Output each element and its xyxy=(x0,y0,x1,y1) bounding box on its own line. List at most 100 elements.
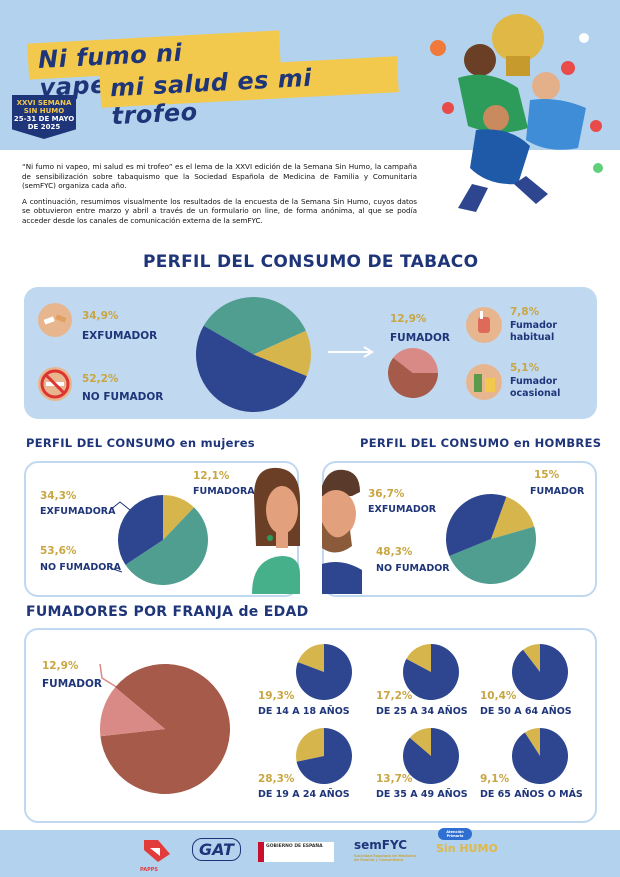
logo-sinhumo-tag: Atención Primaria xyxy=(438,828,472,840)
label-exfumadora: EXFUMADORA xyxy=(40,506,116,517)
intro-text: “Ni fumo ni vapeo, mi salud es mi trofeo… xyxy=(22,162,417,232)
logo-gobierno: GOBIERNO DE ESPAÑA xyxy=(258,842,334,862)
pie-fumador-tipo-slice-habitual xyxy=(388,357,438,398)
pie-age-4-slice-resto xyxy=(512,644,568,700)
pie-age-2-slice-fumador xyxy=(406,644,431,672)
pie-age-2-slice-resto xyxy=(403,644,459,700)
pct-age-4: 10,4% xyxy=(480,690,517,702)
pct-exfumadora: 34,3% xyxy=(40,490,77,502)
pie-age-5-slice-resto xyxy=(512,728,568,784)
label-fumadora: FUMADORA xyxy=(193,486,255,497)
pct-fumadora: 12,1% xyxy=(193,470,230,482)
pie-edad-total xyxy=(100,664,230,794)
pie-hombres-slice-exfumador xyxy=(446,494,507,556)
pct-fumador-habitual: 7,8% xyxy=(510,306,540,318)
pie-age-3 xyxy=(403,728,459,784)
drinks-icon xyxy=(466,364,502,400)
pct-age-0: 19,3% xyxy=(258,690,295,702)
arrow-icon xyxy=(328,346,374,358)
pie-edad-total-slice-fumador xyxy=(100,687,165,737)
pct-exfumador-h: 36,7% xyxy=(368,488,405,500)
label-exfumador: EXFUMADOR xyxy=(82,330,158,342)
label-fumador-ocasional: Fumador ocasional xyxy=(510,376,560,400)
pie-mujeres-slice-no-fumadora xyxy=(125,507,208,585)
leader-line-edad xyxy=(99,663,119,689)
label-fumador-habitual-line2: habitual xyxy=(510,332,555,343)
pie-general-slice-no-fumador xyxy=(195,325,307,413)
logo-papps-text: PAPPS xyxy=(140,867,159,873)
pie-age-3-slice-resto xyxy=(403,728,459,784)
section-title-hombres: PERFIL DEL CONSUMO en HOMBRES xyxy=(360,436,602,450)
pie-age-2 xyxy=(403,644,459,700)
label-age-4: DE 50 A 64 AÑOS xyxy=(480,706,572,717)
pie-mujeres xyxy=(117,495,208,585)
pie-age-3-slice-fumador xyxy=(409,728,431,756)
pie-hombres-slice-fumador xyxy=(491,496,535,539)
pct-age-5: 9,1% xyxy=(480,773,510,785)
pie-age-0 xyxy=(296,644,352,700)
label-fumador-habitual-line1: Fumador xyxy=(510,320,558,331)
no-smoking-icon xyxy=(38,367,72,401)
logo-semfyc-sub: Sociedad Española de Medicina de Familia… xyxy=(354,854,416,862)
section-title-mujeres: PERFIL DEL CONSUMO en mujeres xyxy=(26,436,255,450)
pct-exfumador: 34,9% xyxy=(82,310,119,322)
pie-general-slice-fumador xyxy=(253,330,311,377)
pct-age-1: 28,3% xyxy=(258,773,295,785)
section-title-edad: FUMADORES POR FRANJA de EDAD xyxy=(26,604,309,620)
pie-age-5 xyxy=(512,728,568,784)
footer: PAPPS GAT GOBIERNO DE ESPAÑA semFYC Soci… xyxy=(0,828,620,877)
pie-edad-total-slice-resto xyxy=(100,664,230,794)
pie-mujeres-slice-exfumadora xyxy=(117,495,163,565)
event-badge: XXVI SEMANA SIN HUMO 25-31 DE MAYO DE 20… xyxy=(12,95,76,139)
pie-fumador-tipo xyxy=(388,348,438,398)
pie-hombres-slice-no-fumador xyxy=(449,526,536,584)
label-age-2: DE 25 A 34 AÑOS xyxy=(376,706,468,717)
pct-no-fumadora: 53,6% xyxy=(40,545,77,557)
label-no-fumador: NO FUMADOR xyxy=(82,391,164,403)
label-fumador-ocasional-line2: ocasional xyxy=(510,388,561,399)
pie-age-0-slice-resto xyxy=(296,644,352,700)
badge-line4: DE 2025 xyxy=(27,123,61,131)
broken-cigarette-icon xyxy=(38,303,72,337)
label-fumador-habitual: Fumador habitual xyxy=(510,320,557,344)
label-age-1: DE 19 A 24 AÑOS xyxy=(258,789,350,800)
label-fumador-h: FUMADOR xyxy=(530,486,585,497)
section-title-tabaco: PERFIL DEL CONSUMO DE TABACO xyxy=(143,252,479,272)
badge-line3: 25-31 DE MAYO xyxy=(13,115,75,123)
woman-illustration xyxy=(252,467,300,594)
pct-fumador-ocasional: 5,1% xyxy=(510,362,540,374)
pie-fumador-tipo-slice-ocasional xyxy=(393,348,438,373)
label-exfumador-h: EXFUMADOR xyxy=(368,504,437,515)
label-fumador-ocasional-line1: Fumador xyxy=(510,376,558,387)
label-age-5: DE 65 AÑOS O MÁS xyxy=(480,789,583,800)
logo-papps: PAPPS xyxy=(140,836,174,873)
man-illustration xyxy=(322,469,362,594)
pie-hombres xyxy=(446,494,536,584)
label-fumador: FUMADOR xyxy=(390,332,451,344)
pie-age-1 xyxy=(296,728,352,784)
pie-age-1-slice-resto xyxy=(296,728,352,784)
label-fumador-edad: FUMADOR xyxy=(42,678,103,690)
pct-fumador: 12,9% xyxy=(390,313,427,325)
pct-no-fumador-h: 48,3% xyxy=(376,546,413,558)
pct-age-3: 13,7% xyxy=(376,773,413,785)
badge-line2: SIN HUMO xyxy=(23,107,65,115)
pie-age-0-slice-fumador xyxy=(297,644,324,672)
logo-sinhumo: Sin HUMO xyxy=(436,842,498,855)
hand-cigarette-icon xyxy=(466,307,502,343)
pct-age-2: 17,2% xyxy=(376,690,413,702)
pie-general-slice-exfumador xyxy=(203,297,306,355)
athletes-illustration xyxy=(430,14,603,212)
pct-fumador-h: 15% xyxy=(534,469,560,481)
badge-line1: XXVI SEMANA xyxy=(16,99,72,107)
pct-fumador-edad: 12,9% xyxy=(42,660,79,672)
intro-paragraph-2: A continuación, resumimos visualmente lo… xyxy=(22,196,417,225)
pct-no-fumador: 52,2% xyxy=(82,373,119,385)
pie-age-4 xyxy=(512,644,568,700)
label-no-fumador-h: NO FUMADOR xyxy=(376,563,450,574)
label-no-fumadora: NO FUMADORA xyxy=(40,562,121,573)
logo-gat: GAT xyxy=(192,838,241,861)
label-age-0: DE 14 A 18 AÑOS xyxy=(258,706,350,717)
pie-age-4-slice-fumador xyxy=(522,644,540,672)
label-age-3: DE 35 A 49 AÑOS xyxy=(376,789,468,800)
